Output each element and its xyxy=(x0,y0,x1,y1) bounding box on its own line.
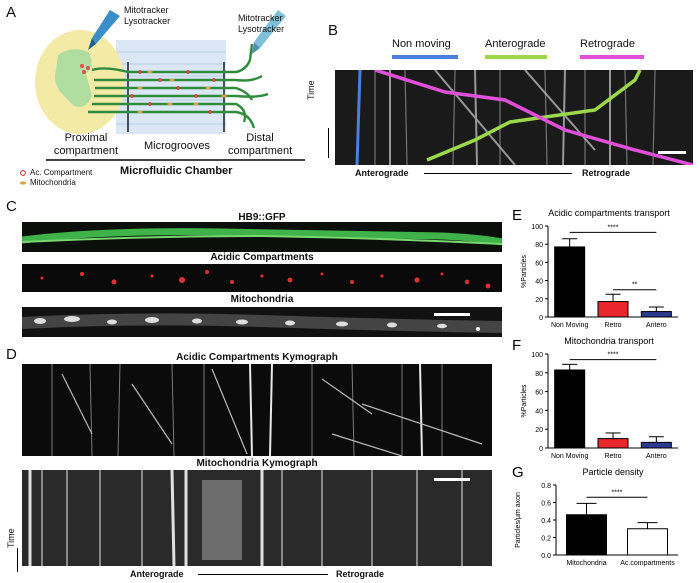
chart-g-title: Particle density xyxy=(582,467,644,477)
anterograde-label-b: Anterograde xyxy=(355,168,409,178)
time-arrow-b xyxy=(328,128,329,158)
legend-non-moving: Non moving xyxy=(392,38,451,50)
direction-arrow-d xyxy=(198,574,328,575)
legend-anterograde-swatch xyxy=(485,55,547,59)
chart-f-bar-2 xyxy=(640,441,672,449)
legend-retrograde: Retrograde xyxy=(580,38,636,50)
chart-f-xtick-label-1: Retro xyxy=(604,453,621,460)
chart-f-ylabel: %Particles xyxy=(521,384,528,418)
panel-a-letter: A xyxy=(6,4,17,21)
kymograph-mito xyxy=(22,470,492,566)
probe-left-label: Mitotracker Lysotracker xyxy=(124,5,171,26)
kymo-mito-title: Mitochondria Kymograph xyxy=(196,458,318,469)
acidic-title: Acidic Compartments xyxy=(210,252,314,263)
chart-g-letter: G xyxy=(512,464,524,481)
chart-f-ytick-label-3: 60 xyxy=(535,390,543,397)
chart-e-ylabel: %Particles xyxy=(521,254,528,288)
chart-e-ytick-label-0: 0 xyxy=(539,315,543,322)
panel-c-letter: C xyxy=(6,198,17,215)
chart-e-ytick-label-5: 100 xyxy=(531,224,543,231)
panel-d-letter: D xyxy=(6,346,17,363)
chart-g-ylabel: Particles/μm axon xyxy=(515,492,522,548)
chart-e-ytick-label-3: 60 xyxy=(535,260,543,267)
chart-f-bar-0 xyxy=(554,369,586,449)
chart-e-title: Acidic compartments transport xyxy=(548,208,670,218)
chart-f-bar-1 xyxy=(597,438,629,449)
chamber-label: Microfluidic Chamber xyxy=(120,165,233,177)
chart-g-ytick-label-2: 0.4 xyxy=(541,518,551,525)
chart-e-ytick-label-1: 20 xyxy=(535,297,543,304)
probe-right-label: Mitotracker Lysotracker xyxy=(238,13,285,34)
time-arrow-d xyxy=(17,548,18,572)
chart-e-xtick-label-0: Non Moving xyxy=(551,322,588,329)
gfp-title: HB9::GFP xyxy=(238,212,286,223)
chart-f-letter: F xyxy=(512,337,521,354)
proximal-label: Proximal compartment xyxy=(53,132,119,157)
chart-g-xtick-label-1: Ac.compartments xyxy=(620,560,675,567)
chart-e-sig-label-1: ** xyxy=(632,282,638,289)
chart-e-ytick-label-4: 80 xyxy=(535,242,543,249)
chart-f-sig-label-0: **** xyxy=(608,352,619,359)
chart-g-ytick-label-1: 0.2 xyxy=(541,536,551,543)
legend-retrograde-swatch xyxy=(580,55,644,59)
chart-f-ytick-label-0: 0 xyxy=(539,446,543,453)
kymograph-acidic xyxy=(22,364,492,456)
chart-e-bar-1 xyxy=(597,301,629,318)
chart-e-letter: E xyxy=(512,207,522,224)
mito-title: Mitochondria xyxy=(230,294,294,305)
chart-e-xtick-label-2: Antero xyxy=(646,322,667,329)
mito-strip xyxy=(22,307,502,337)
chart-e-xtick-label-1: Retro xyxy=(604,322,621,329)
direction-arrow-b xyxy=(424,173,572,174)
chart-g-ytick-label-0: 0.0 xyxy=(541,553,551,560)
retrograde-label-b: Retrograde xyxy=(582,168,631,178)
chart-e-ytick-label-2: 40 xyxy=(535,279,543,286)
chart-f-xtick-label-0: Non Moving xyxy=(551,453,588,460)
chart-f-ytick-label-1: 20 xyxy=(535,427,543,434)
ac-compartment-legend: Ac. Compartment xyxy=(30,168,93,177)
kymograph-b xyxy=(335,70,693,165)
chart-e-bar-2 xyxy=(640,311,672,318)
distal-label: Distal compartment xyxy=(228,132,293,157)
mitochondria-legend: Mitochondria xyxy=(30,178,76,187)
chart-f-ytick-label-2: 40 xyxy=(535,408,543,415)
chart-g-ytick-label-3: 0.6 xyxy=(541,501,551,508)
chart-f-xtick-label-2: Antero xyxy=(646,453,667,460)
chart-g-sig-label-0: **** xyxy=(612,489,623,496)
legend-anterograde: Anterograde xyxy=(485,38,546,50)
chart-e-bar-0 xyxy=(554,246,586,318)
anterograde-label-d: Anterograde xyxy=(130,569,184,579)
chart-f-title: Mitochondria transport xyxy=(564,336,654,346)
chart-e-sig-label-0: **** xyxy=(608,224,619,231)
microgrooves-label: Microgrooves xyxy=(144,140,211,152)
chart-g-ytick-label-4: 0.8 xyxy=(541,483,551,490)
chart-g-bar-1 xyxy=(627,528,668,556)
acidic-strip xyxy=(22,264,502,292)
chart-g-xtick-label-0: Mitochondria xyxy=(566,560,606,567)
microfluidic-chamber-diagram xyxy=(20,10,305,185)
kymo-acidic-title: Acidic Compartments Kymograph xyxy=(176,352,338,363)
gfp-axon-strip xyxy=(22,222,502,252)
chart-g-bar-0 xyxy=(566,514,607,556)
legend-non-moving-swatch xyxy=(392,55,458,59)
chart-f-ytick-label-4: 80 xyxy=(535,371,543,378)
panel-b-letter: B xyxy=(328,22,339,39)
chart-f-ytick-label-5: 100 xyxy=(531,352,543,359)
retrograde-label-d: Retrograde xyxy=(336,569,385,579)
